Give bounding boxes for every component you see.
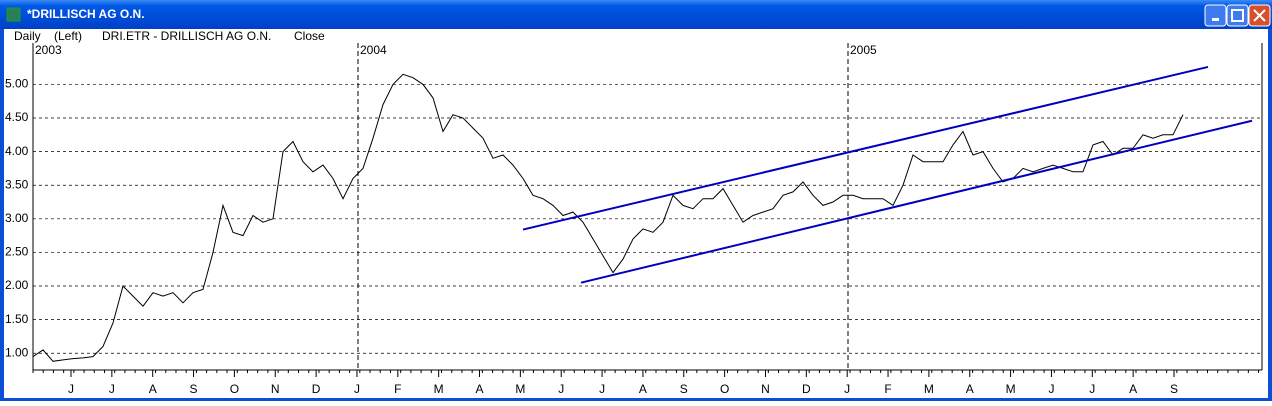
x-tick-label: J bbox=[354, 382, 360, 396]
x-tick-label: J bbox=[844, 382, 850, 396]
x-tick-label: D bbox=[312, 382, 321, 396]
y-tick-label: 1.00 bbox=[5, 345, 29, 359]
y-tick-label: 2.50 bbox=[5, 245, 29, 259]
y-tick-label: 3.50 bbox=[5, 177, 29, 191]
y-tick-label: 2.00 bbox=[5, 278, 29, 292]
y-tick-label: 4.00 bbox=[5, 144, 29, 158]
x-tick-label: N bbox=[761, 382, 770, 396]
x-tick-label: S bbox=[190, 382, 198, 396]
x-tick-label: A bbox=[966, 382, 974, 396]
maximize-button[interactable] bbox=[1226, 4, 1249, 27]
symbol-label: DRI.ETR - DRILLISCH AG O.N. bbox=[102, 29, 271, 43]
year-label: 2005 bbox=[850, 43, 877, 57]
x-tick-label: F bbox=[394, 382, 401, 396]
close-icon bbox=[1253, 9, 1266, 22]
y-tick-label: 4.50 bbox=[5, 110, 29, 124]
x-tick-label: N bbox=[271, 382, 280, 396]
y-tick-label: 5.00 bbox=[5, 77, 29, 91]
x-tick-label: J bbox=[558, 382, 564, 396]
x-tick-label: S bbox=[680, 382, 688, 396]
x-tick-label: J bbox=[1048, 382, 1054, 396]
x-tick-label: M bbox=[1006, 382, 1016, 396]
trend-line bbox=[580, 119, 1253, 284]
x-tick-label: F bbox=[884, 382, 891, 396]
minimize-button[interactable] bbox=[1204, 4, 1227, 27]
x-tick-label: S bbox=[1170, 382, 1178, 396]
window-title: *DRILLISCH AG O.N. bbox=[27, 7, 145, 21]
x-tick-label: O bbox=[230, 382, 239, 396]
axis-side-label: (Left) bbox=[54, 29, 82, 43]
x-tick-label: A bbox=[476, 382, 484, 396]
x-tick-label: A bbox=[1129, 382, 1137, 396]
x-tick-label: O bbox=[720, 382, 729, 396]
x-tick-label: D bbox=[802, 382, 811, 396]
x-tick-label: M bbox=[434, 382, 444, 396]
period-label: Daily bbox=[14, 29, 41, 43]
maximize-icon bbox=[1231, 9, 1244, 22]
minimize-icon bbox=[1212, 18, 1219, 21]
window-icon bbox=[6, 7, 21, 22]
x-tick-label: J bbox=[68, 382, 74, 396]
x-tick-label: J bbox=[599, 382, 605, 396]
x-tick-label: A bbox=[149, 382, 157, 396]
year-label: 2003 bbox=[35, 43, 62, 57]
x-tick-label: M bbox=[515, 382, 525, 396]
title-bar bbox=[0, 0, 1272, 29]
y-tick-label: 3.00 bbox=[5, 211, 29, 225]
x-tick-label: M bbox=[924, 382, 934, 396]
x-tick-label: J bbox=[1089, 382, 1095, 396]
year-label: 2004 bbox=[360, 43, 387, 57]
chart-area bbox=[4, 29, 1268, 398]
y-tick-label: 1.50 bbox=[5, 312, 29, 326]
field-label: Close bbox=[294, 29, 325, 43]
x-tick-label: A bbox=[639, 382, 647, 396]
x-tick-label: J bbox=[109, 382, 115, 396]
trend-line bbox=[522, 65, 1209, 231]
price-line bbox=[32, 73, 1184, 362]
